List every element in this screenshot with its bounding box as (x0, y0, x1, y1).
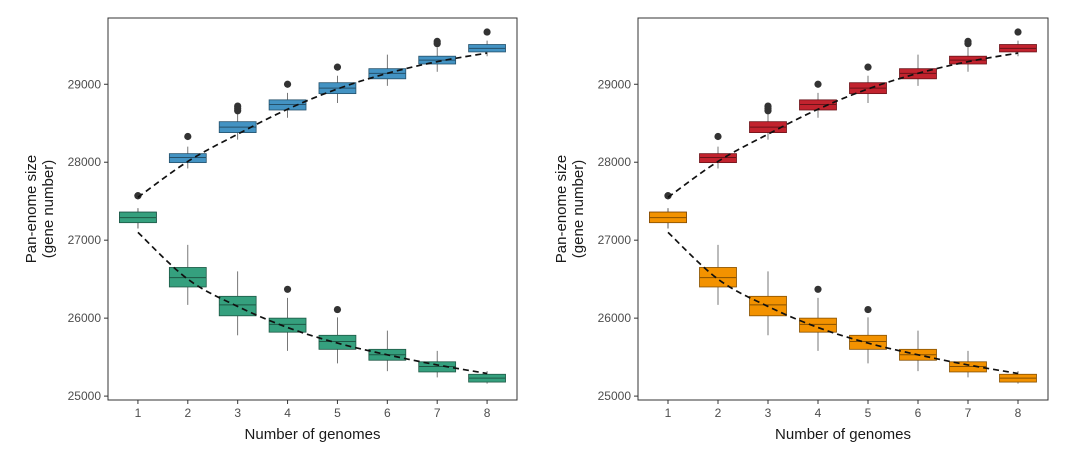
left-pan-outlier (184, 132, 192, 141)
right-y-axis-title-line1: Pan-enome size (553, 155, 570, 263)
right-core-outlier (864, 305, 872, 314)
left-core-outlier (134, 192, 142, 200)
right-y-tick-label: 29000 (598, 77, 632, 91)
right-pan-outlier (864, 63, 872, 71)
left-x-axis-title: Number of genomes (245, 426, 381, 443)
right-core-box (799, 317, 837, 333)
left-x-tick-label: 6 (384, 406, 391, 420)
left-x-tick-label: 5 (334, 406, 341, 420)
left-pan-box (168, 153, 207, 164)
right-pan-outlier (764, 102, 772, 110)
left-y-tick-label: 29000 (68, 77, 102, 91)
left-x-tick-label: 2 (184, 406, 191, 420)
right-x-tick-label: 4 (815, 406, 822, 420)
right-core-outlier (814, 285, 822, 293)
left-y-tick-label: 28000 (68, 155, 102, 169)
left-x-tick-label: 7 (434, 406, 441, 420)
left-pan-outlier (234, 102, 242, 110)
right-x-tick-label: 6 (915, 406, 922, 420)
right-core-fit-curve (667, 231, 1019, 375)
right-x-tick-label: 5 (865, 406, 872, 420)
left-x-tick-label: 3 (234, 406, 241, 420)
right-core-outlier (664, 192, 672, 200)
right-x-tick-label: 2 (715, 406, 722, 420)
right-pan-outlier (1014, 28, 1022, 36)
right-x-tick-label: 3 (765, 406, 772, 420)
left-pan-outlier (283, 80, 292, 88)
right-y-tick-label: 28000 (598, 155, 632, 169)
left-pan-fit-curve (137, 52, 488, 198)
right-y-tick-label: 27000 (598, 233, 632, 247)
left-x-tick-label: 4 (284, 406, 291, 420)
right-y-axis-title-line2: (gene number) (570, 160, 587, 258)
right-plot-frame (637, 17, 1049, 401)
left-y-tick-label: 26000 (68, 311, 102, 325)
left-y-tick-label: 27000 (68, 233, 102, 247)
right-x-tick-label: 7 (965, 406, 972, 420)
right-x-tick-label: 1 (665, 406, 672, 420)
left-pan-outlier (483, 28, 491, 36)
right-pan-box (699, 153, 737, 164)
left-y-axis-title-line1: Pan-enome size (23, 155, 40, 263)
right-x-tick-label: 8 (1015, 406, 1022, 420)
right-pan-fit-curve (667, 52, 1019, 198)
left-x-tick-label: 8 (484, 406, 491, 420)
left-y-axis-title-line2: (gene number) (40, 160, 57, 258)
right-pan-outlier (814, 80, 822, 88)
left-y-tick-label: 25000 (68, 389, 102, 403)
left-core-fit-curve (137, 231, 488, 375)
left-x-tick-label: 1 (135, 406, 142, 420)
left-pan-outlier (433, 37, 441, 45)
right-pan-outlier (714, 132, 722, 141)
right-y-tick-label: 25000 (598, 389, 632, 403)
left-core-outlier (283, 285, 292, 293)
left-core-box (268, 317, 307, 333)
right-pan-outlier (964, 37, 972, 45)
right-y-tick-label: 26000 (598, 311, 632, 325)
left-core-outlier (333, 305, 342, 314)
left-pan-outlier (333, 63, 342, 71)
right-x-axis-title: Number of genomes (775, 426, 911, 443)
